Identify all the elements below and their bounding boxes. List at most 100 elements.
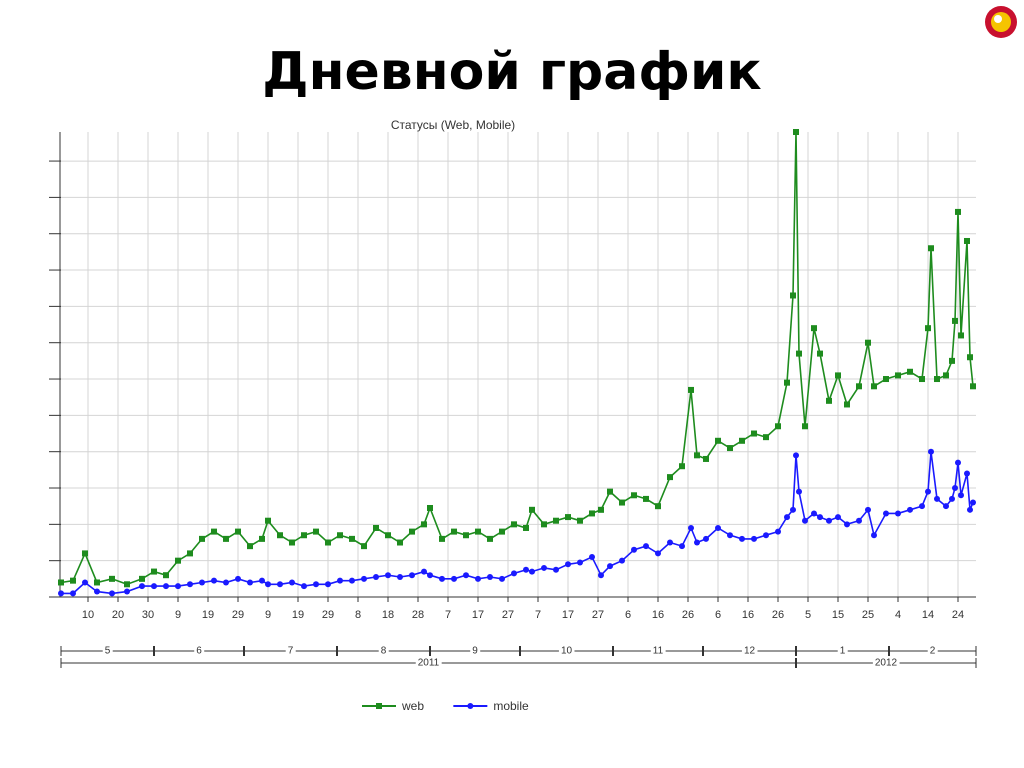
marker — [511, 521, 517, 528]
marker — [679, 543, 685, 550]
marker — [919, 376, 925, 383]
x-tick-label: 28 — [412, 609, 424, 621]
marker — [361, 575, 367, 582]
x-tick-label: 16 — [652, 609, 664, 621]
marker — [58, 590, 64, 597]
marker — [883, 376, 889, 383]
marker — [844, 521, 850, 528]
marker — [589, 554, 595, 561]
month-label: 6 — [196, 646, 202, 657]
marker — [109, 590, 115, 597]
marker — [631, 546, 637, 553]
month-label: 1 — [840, 646, 846, 657]
marker — [715, 524, 721, 531]
marker — [871, 532, 877, 539]
marker — [247, 579, 253, 586]
marker — [82, 550, 88, 557]
marker — [301, 532, 307, 539]
marker — [499, 528, 505, 535]
marker — [289, 539, 295, 546]
marker — [667, 539, 673, 546]
marker — [763, 532, 769, 539]
marker — [793, 129, 799, 135]
marker — [967, 354, 973, 361]
marker — [598, 572, 604, 579]
marker — [688, 524, 694, 531]
marker — [919, 503, 925, 510]
marker — [655, 550, 661, 557]
marker — [187, 581, 193, 588]
x-tick-label: 27 — [502, 609, 514, 621]
marker — [727, 532, 733, 539]
marker — [793, 452, 799, 459]
x-tick-label: 10 — [82, 609, 94, 621]
marker — [451, 528, 457, 535]
marker — [949, 357, 955, 364]
marker — [952, 485, 958, 492]
marker — [139, 583, 145, 590]
marker — [259, 577, 265, 584]
marker — [421, 568, 427, 575]
marker — [955, 459, 961, 466]
marker — [175, 557, 181, 564]
month-label-bg — [285, 645, 296, 657]
marker — [451, 575, 457, 582]
marker — [715, 437, 721, 444]
month-label-bg — [741, 645, 758, 657]
marker — [643, 543, 649, 550]
marker — [409, 528, 415, 535]
marker — [835, 372, 841, 379]
month-label-bg — [558, 645, 575, 657]
month-label-bg — [837, 645, 848, 657]
month-label: 8 — [381, 646, 387, 657]
month-label: 12 — [744, 646, 756, 657]
x-tick-label: 5 — [805, 609, 811, 621]
marker — [463, 532, 469, 539]
marker — [511, 570, 517, 577]
marker — [259, 535, 265, 542]
x-tick-label: 9 — [265, 609, 271, 621]
marker — [739, 437, 745, 444]
marker — [763, 434, 769, 441]
marker — [619, 499, 625, 506]
x-tick-label: 25 — [862, 609, 874, 621]
marker — [247, 543, 253, 550]
x-tick-label: 24 — [952, 609, 964, 621]
marker — [817, 514, 823, 521]
marker — [949, 495, 955, 502]
marker — [727, 445, 733, 452]
marker — [703, 535, 709, 542]
month-label: 11 — [653, 646, 664, 657]
marker — [934, 376, 940, 383]
marker — [265, 581, 271, 588]
marker — [199, 535, 205, 542]
marker — [301, 583, 307, 590]
marker — [325, 539, 331, 546]
x-tick-label: 6 — [625, 609, 631, 621]
marker — [775, 528, 781, 535]
year-label: 2011 — [418, 658, 440, 669]
marker — [541, 521, 547, 528]
marker — [967, 506, 973, 513]
marker — [739, 535, 745, 542]
x-tick-label: 26 — [772, 609, 784, 621]
legend-label: web — [401, 699, 424, 713]
marker — [376, 703, 382, 709]
marker — [607, 488, 613, 495]
marker — [784, 379, 790, 386]
marker — [925, 488, 931, 495]
marker — [631, 492, 637, 499]
marker — [952, 317, 958, 324]
x-tick-label: 14 — [922, 609, 934, 621]
marker — [553, 566, 559, 573]
marker — [811, 510, 817, 517]
month-label-bg — [378, 645, 389, 657]
marker — [439, 535, 445, 542]
marker — [619, 557, 625, 564]
marker — [565, 514, 571, 521]
marker — [964, 470, 970, 477]
marker — [796, 488, 802, 495]
marker — [487, 535, 493, 542]
year-label-bg — [872, 657, 900, 669]
